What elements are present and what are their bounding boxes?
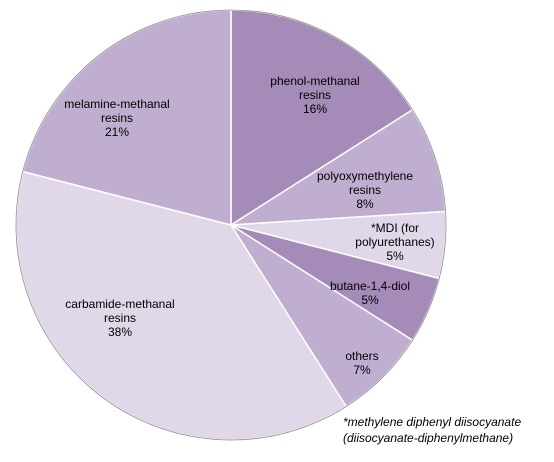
slice-label: butane-1,4-diol 5% <box>315 279 425 307</box>
value-label: 21% <box>104 125 130 139</box>
value-label: 8% <box>356 197 374 211</box>
value-label: 7% <box>353 363 371 377</box>
slice-label: *MDI (for polyurethanes) 5% <box>349 221 441 263</box>
footnote-line: *methylene diphenyl diisocyanate <box>343 415 522 429</box>
category-label: *MDI (for polyurethanes) <box>355 221 435 249</box>
category-label: carbamide-methanal resins <box>65 297 175 325</box>
value-label: 5% <box>386 249 404 263</box>
category-label: butane-1,4-diol <box>329 279 411 293</box>
footnote-line: (diisocyanate-diphenylmethane) <box>343 431 514 445</box>
category-label: melamine-methanal resins <box>64 97 170 125</box>
slice-label: melamine-methanal resins 21% <box>55 97 180 139</box>
category-label: others <box>345 349 379 363</box>
slice-label: polyoxymethylene resins 8% <box>308 169 423 211</box>
slice-label: others 7% <box>322 349 402 377</box>
category-label: polyoxymethylene resins <box>316 169 414 197</box>
slice-label: carbamide-methanal resins 38% <box>58 297 183 339</box>
pie-outline <box>15 9 447 441</box>
value-label: 16% <box>302 102 328 116</box>
footnote: *methylene diphenyl diisocyanate (diisoc… <box>343 414 521 446</box>
value-label: 38% <box>107 325 133 339</box>
slice-label: phenol-methanal resins 16% <box>260 74 370 116</box>
category-label: phenol-methanal resins <box>270 74 360 102</box>
value-label: 5% <box>361 293 379 307</box>
